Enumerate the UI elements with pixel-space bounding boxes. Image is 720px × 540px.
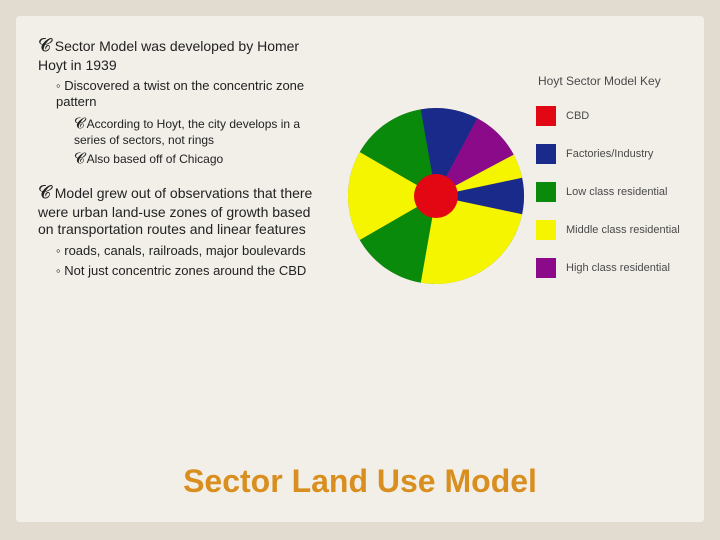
bullet-text: roads, canals, railroads, major boulevar… (64, 243, 305, 258)
legend-items: CBD Factories/Industry Low class residenti… (536, 106, 706, 278)
legend-row: Factories/Industry (536, 144, 706, 164)
legend-row: Middle class residential (536, 220, 706, 240)
script-bullet-icon: 𝓒 (38, 182, 51, 202)
legend-label: Factories/Industry (566, 148, 653, 160)
bullet-level1: 𝓒Sector Model was developed by Homer Hoy… (38, 34, 322, 74)
bullet-text: According to Hoyt, the city develops in … (74, 117, 300, 148)
slide-title: Sector Land Use Model (16, 463, 704, 500)
bullet-level1: 𝓒Model grew out of observations that the… (38, 181, 322, 239)
legend-swatch (536, 144, 556, 164)
legend-label: Low class residential (566, 186, 668, 198)
bullet-level2: Not just concentric zones around the CBD (56, 263, 322, 279)
bullet-level2: Discovered a twist on the concentric zon… (56, 78, 322, 111)
legend-swatch (536, 220, 556, 240)
hoyt-sector-diagram (346, 106, 526, 286)
legend-label: CBD (566, 110, 589, 122)
bullet-text: Also based off of Chicago (87, 152, 224, 166)
bullet-text: Sector Model was developed by Homer Hoyt… (38, 38, 299, 73)
bullet-level3: 𝓒Also based off of Chicago (74, 150, 322, 169)
legend-swatch (536, 106, 556, 126)
bullet-text: Not just concentric zones around the CBD (64, 263, 306, 278)
legend-row: CBD (536, 106, 706, 126)
legend-title: Hoyt Sector Model Key (538, 74, 706, 88)
legend-label: Middle class residential (566, 224, 680, 236)
script-bullet-icon: 𝓒 (74, 116, 85, 132)
legend-row: High class residential (536, 258, 706, 278)
script-bullet-icon: 𝓒 (38, 35, 51, 55)
legend-row: Low class residential (536, 182, 706, 202)
bullet-level3: 𝓒According to Hoyt, the city develops in… (74, 115, 322, 149)
bullet-text: Discovered a twist on the concentric zon… (56, 78, 304, 109)
bullet-text: Model grew out of observations that ther… (38, 185, 312, 237)
slide-card: 𝓒Sector Model was developed by Homer Hoy… (16, 16, 704, 522)
legend-swatch (536, 258, 556, 278)
legend-label: High class residential (566, 262, 670, 274)
text-column: 𝓒Sector Model was developed by Homer Hoy… (16, 16, 326, 522)
bullet-level2: roads, canals, railroads, major boulevar… (56, 243, 322, 259)
legend: Hoyt Sector Model Key CBD Factories/Indus… (536, 74, 706, 296)
legend-swatch (536, 182, 556, 202)
figure-column: Hoyt Sector Model Key CBD Factories/Indus… (326, 16, 704, 522)
content-row: 𝓒Sector Model was developed by Homer Hoy… (16, 16, 704, 522)
script-bullet-icon: 𝓒 (74, 151, 85, 167)
